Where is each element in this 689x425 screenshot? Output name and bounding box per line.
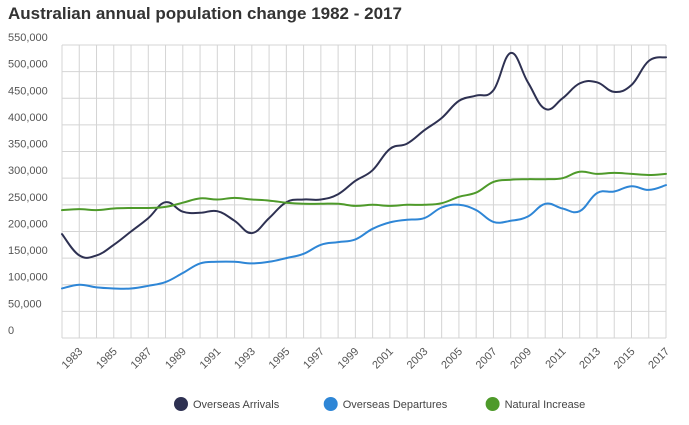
- legend-item-overseas-departures: Overseas Departures: [323, 397, 448, 411]
- y-tick-label: 250,000: [8, 192, 48, 204]
- legend-item-overseas-arrivals: Overseas Arrivals: [174, 397, 280, 411]
- x-tick-label: 1995: [267, 346, 293, 372]
- grid: [61, 44, 667, 339]
- x-tick-labels: 1983 1985 1987 1989 1991 1993 1995 1997 1999 2001…: [60, 346, 673, 372]
- y-tick-label: 0: [8, 325, 14, 337]
- x-tick-label: 2001: [370, 346, 396, 372]
- legend-marker: [485, 397, 500, 411]
- x-tick-label: 2011: [543, 346, 568, 371]
- x-tick-label: 2009: [508, 346, 534, 372]
- legend-marker: [323, 397, 338, 411]
- x-tick-label: 2015: [612, 346, 638, 372]
- y-tick-label: 200,000: [8, 218, 48, 230]
- y-tick-label: 100,000: [8, 272, 48, 284]
- legend: Overseas Arrivals Overseas Departures Natu…: [174, 397, 585, 411]
- legend-marker: [174, 397, 188, 411]
- y-tick-label: 550,000: [8, 32, 48, 44]
- series-line-overseas-departures: [61, 184, 667, 290]
- x-tick-label: 1991: [198, 346, 224, 372]
- x-tick-label: 1993: [232, 346, 258, 372]
- y-tick-label: 300,000: [8, 165, 48, 177]
- legend-label: Overseas Departures: [343, 399, 448, 411]
- x-tick-label: 1987: [129, 346, 155, 372]
- y-tick-label: 350,000: [8, 139, 48, 151]
- y-tick-label: 50,000: [8, 298, 42, 310]
- x-tick-label: 2017: [646, 346, 672, 372]
- legend-label: Natural Increase: [505, 399, 586, 411]
- y-tick-labels: 0 50,000 100,000 150,000 200,000 250,000 300,0…: [8, 32, 48, 337]
- legend-label: Overseas Arrivals: [193, 399, 280, 411]
- x-tick-label: 2005: [439, 346, 465, 372]
- series-line-natural-increase: [61, 170, 667, 212]
- y-tick-label: 400,000: [8, 112, 48, 124]
- x-tick-label: 1989: [163, 346, 189, 372]
- x-tick-label: 1985: [94, 346, 120, 372]
- legend-item-natural-increase: Natural Increase: [485, 397, 586, 411]
- x-tick-label: 1999: [336, 346, 362, 372]
- x-tick-label: 1997: [301, 346, 327, 372]
- chart-title: Australian annual population change 1982…: [8, 4, 402, 23]
- series-lines: [61, 52, 667, 290]
- y-tick-label: 450,000: [8, 85, 48, 97]
- x-tick-label: 2013: [577, 346, 603, 372]
- x-tick-label: 2007: [474, 346, 500, 372]
- y-tick-label: 150,000: [8, 245, 48, 257]
- x-tick-label: 1983: [60, 346, 86, 372]
- x-tick-label: 2003: [405, 346, 431, 372]
- series-line-overseas-arrivals: [61, 52, 667, 259]
- y-tick-label: 500,000: [8, 59, 48, 71]
